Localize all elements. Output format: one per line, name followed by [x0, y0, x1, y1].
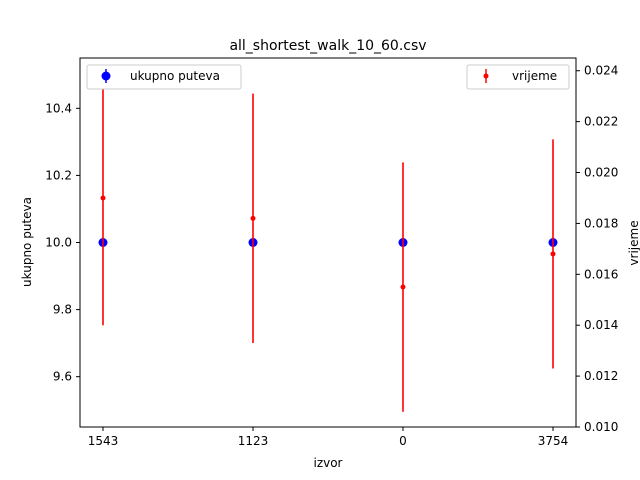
y-right-tick-label: 0.014 — [584, 318, 618, 332]
y-left-tick-label: 9.6 — [53, 370, 72, 384]
y-right-tick-label: 0.020 — [584, 166, 618, 180]
y-left-tick-label: 10.4 — [45, 101, 72, 115]
y-left-tick-label: 9.8 — [53, 303, 72, 317]
plot-frame — [79, 57, 577, 428]
point-right — [550, 251, 556, 257]
y-right-tick-label: 0.024 — [584, 64, 618, 78]
point-right — [250, 215, 256, 221]
legend-right-marker — [483, 73, 489, 79]
legend-right: vrijeme — [466, 64, 570, 90]
legend-left-frame — [86, 64, 242, 90]
y-right-tick-label: 0.010 — [584, 420, 618, 434]
y-right-tick-label: 0.016 — [584, 267, 618, 281]
legend-left-label: ukupno puteva — [130, 69, 220, 83]
point-right — [100, 195, 106, 201]
legend-right-label: vrijeme — [512, 69, 557, 83]
x-tick-label: 1543 — [88, 434, 119, 448]
chart-title: all_shortest_walk_10_60.csv — [229, 38, 426, 54]
y-right-axis-label: vrijeme — [627, 220, 640, 265]
y-right-tick-label: 0.012 — [584, 369, 618, 383]
y-right-tick-label: 0.022 — [584, 115, 618, 129]
legend-right-frame — [466, 64, 570, 90]
x-axis-ticks: 1543 1123 0 3754 — [88, 427, 569, 448]
y-left-axis-ticks: 9.6 9.8 10.0 10.2 10.4 — [45, 101, 80, 384]
y-left-tick-label: 10.2 — [45, 168, 72, 182]
y-right-axis-ticks: 0.010 0.012 0.014 0.016 0.018 0.020 0.022 0.024 — [576, 64, 618, 434]
y-left-tick-label: 10.0 — [45, 236, 72, 250]
point-right — [400, 284, 406, 290]
plot-area — [79, 57, 577, 428]
x-tick-label: 0 — [399, 434, 407, 448]
y-left-axis-label: ukupno puteva — [20, 197, 34, 287]
y-right-tick-label: 0.018 — [584, 216, 618, 230]
x-axis-label: izvor — [313, 456, 342, 470]
legend-left: ukupno puteva — [86, 64, 242, 90]
x-tick-label: 3754 — [538, 434, 569, 448]
x-tick-label: 1123 — [238, 434, 269, 448]
